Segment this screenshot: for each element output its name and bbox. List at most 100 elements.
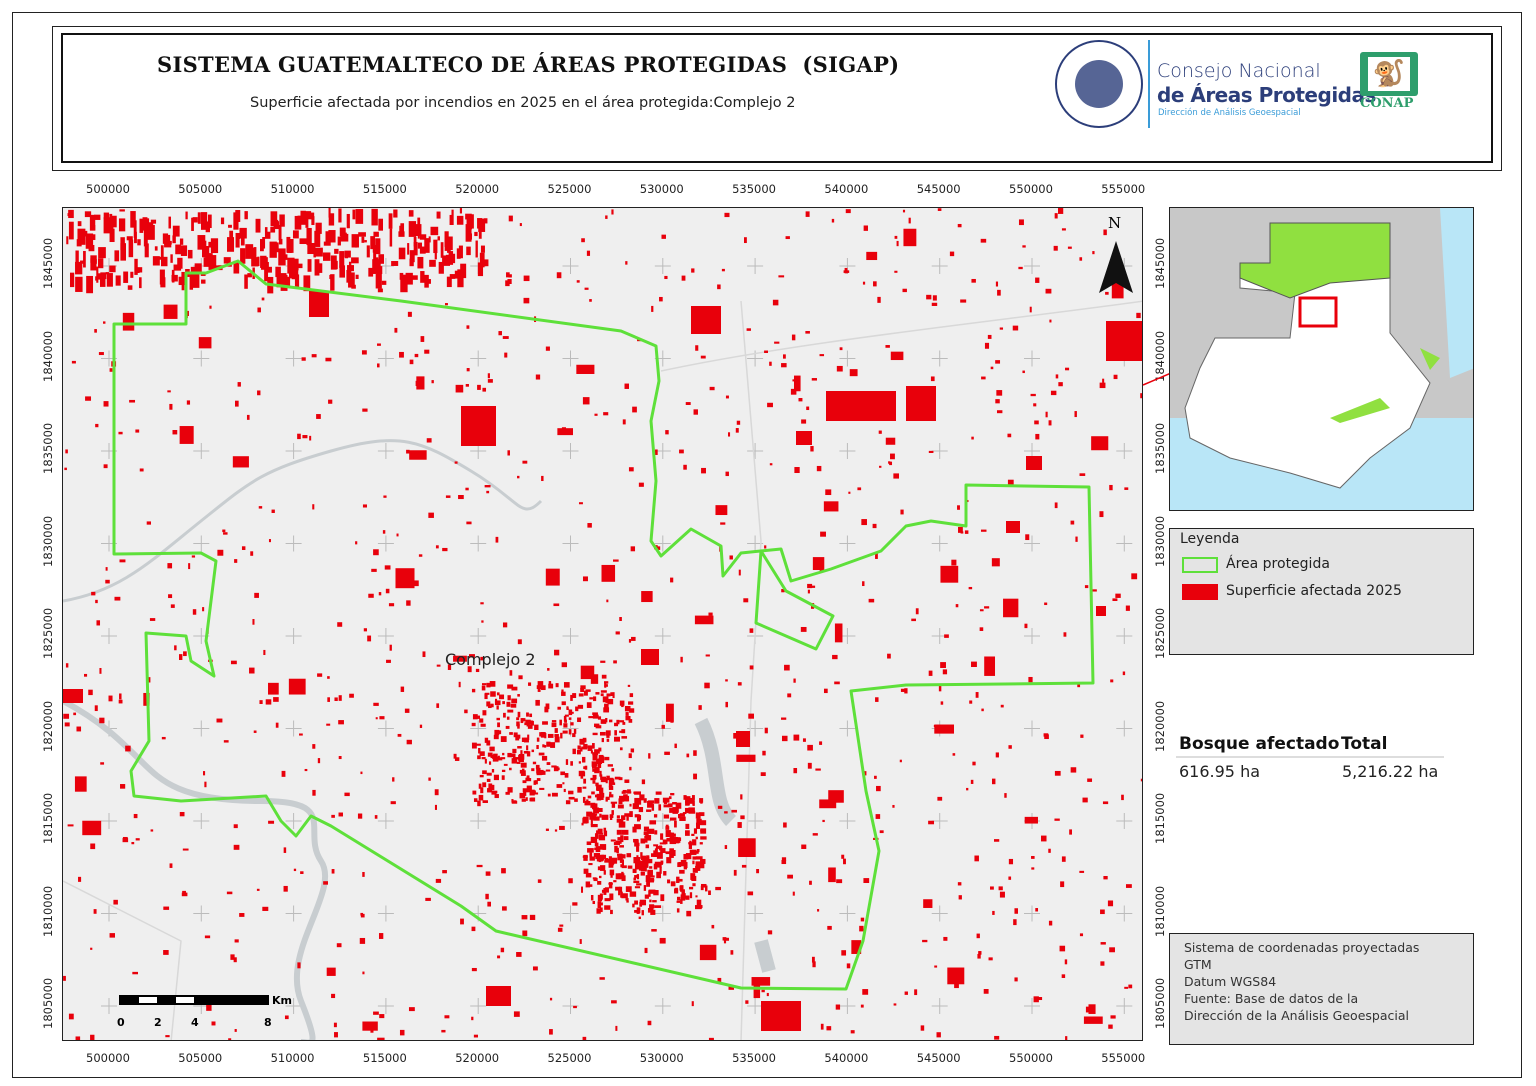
burned-patch [893, 473, 900, 479]
burned-patch [91, 591, 96, 596]
burned-patch [618, 798, 623, 805]
burned-patch [411, 275, 418, 280]
burned-patch [312, 744, 316, 749]
burned-patch [822, 819, 825, 823]
burned-patch [1109, 484, 1113, 491]
burned-patch [230, 660, 237, 665]
burned-patch [628, 719, 633, 723]
burned-patch [1107, 900, 1114, 907]
burned-patch [724, 212, 730, 218]
burned-patch [323, 241, 331, 246]
burned-patch [279, 214, 285, 227]
burned-patch [330, 255, 337, 270]
grid-cross [101, 905, 117, 922]
burned-patch [695, 861, 702, 869]
burned-patch [674, 743, 677, 749]
burned-patch [292, 230, 299, 239]
burned-patch [1102, 378, 1105, 383]
burned-patch [629, 811, 633, 818]
burned-patch [317, 758, 321, 764]
burned-patch [599, 792, 605, 798]
burned-patch [600, 660, 606, 663]
burned-patch [671, 836, 678, 842]
burned-patch [377, 1037, 385, 1040]
burned-patch [275, 722, 279, 728]
y-tick-label: 1830000 [41, 515, 55, 567]
burned-patch [611, 1000, 617, 1004]
burned-patch [679, 816, 686, 821]
burned-patch [693, 409, 698, 415]
burned-patch [572, 693, 577, 699]
burned-patch [708, 1037, 714, 1040]
burned-patch [511, 686, 518, 691]
burned-patch [691, 1001, 694, 1007]
grid-cross [562, 813, 579, 829]
burned-patch [362, 504, 367, 508]
burned-patch [562, 782, 565, 785]
burned-patch [594, 749, 600, 754]
burned-patch [92, 1040, 95, 1041]
burned-patch [1112, 598, 1118, 602]
burned-patch [605, 215, 608, 219]
burned-patch [616, 853, 623, 856]
burned-patch [83, 250, 86, 268]
burned-patch [861, 519, 867, 526]
burned-patch [954, 982, 959, 989]
burned-patch [841, 854, 845, 859]
burned-patch [456, 215, 464, 225]
burned-patch [534, 780, 538, 785]
burned-patch [130, 211, 136, 228]
grid-cross [101, 813, 117, 829]
burned-patch [584, 287, 589, 290]
burned-patch [378, 933, 384, 939]
burned-patch [545, 346, 550, 351]
burned-patch [848, 491, 851, 494]
burned-patch [240, 248, 246, 264]
burned-patch [783, 822, 787, 828]
burned-patch [458, 494, 464, 500]
burned-patch [549, 997, 553, 1001]
burned-patch [689, 892, 693, 899]
burned-patch [223, 257, 231, 264]
y-tick-label: 1815000 [1153, 792, 1167, 844]
burned-patch [670, 720, 674, 723]
burned-patch [969, 700, 973, 704]
burned-patch [388, 213, 393, 229]
burned-patch [278, 248, 286, 266]
burned-patch [96, 620, 101, 626]
burned-patch [1080, 734, 1084, 738]
burned-patch [379, 716, 385, 720]
grid-cross [470, 998, 487, 1014]
burned-patch [570, 694, 573, 701]
grid-cross [1024, 905, 1040, 922]
burned-patch [503, 763, 508, 766]
x-tick-label: 555000 [1101, 182, 1146, 196]
burned-patch [381, 280, 387, 285]
burned-patch [708, 890, 711, 896]
x-tick-label: 520000 [455, 1051, 500, 1065]
burned-patch [606, 738, 610, 742]
burned-patch [442, 870, 447, 874]
burned-patch [228, 1038, 232, 1040]
burned-patch [500, 947, 505, 953]
burned-patch [593, 696, 597, 702]
burned-patch [523, 275, 530, 282]
map-frame[interactable]: Complejo 2 N Km 0 2 4 8 [62, 207, 1143, 1041]
burned-patch [235, 232, 240, 248]
burned-patch [190, 266, 198, 272]
burned-patch [620, 854, 626, 859]
burned-patch [566, 707, 569, 711]
burned-patch [208, 241, 213, 248]
burned-patch [835, 1004, 841, 1010]
burned-patch [109, 933, 115, 938]
burned-patch [620, 864, 623, 868]
burned-patch [373, 549, 379, 556]
burned-patch [115, 275, 121, 286]
burned-patch [663, 814, 670, 819]
burned-patch [767, 402, 773, 408]
burned-patch [670, 792, 675, 796]
burned-patch [68, 209, 74, 219]
burned-patch [75, 261, 83, 275]
burned-patch [554, 734, 559, 737]
burned-patch [878, 430, 882, 434]
